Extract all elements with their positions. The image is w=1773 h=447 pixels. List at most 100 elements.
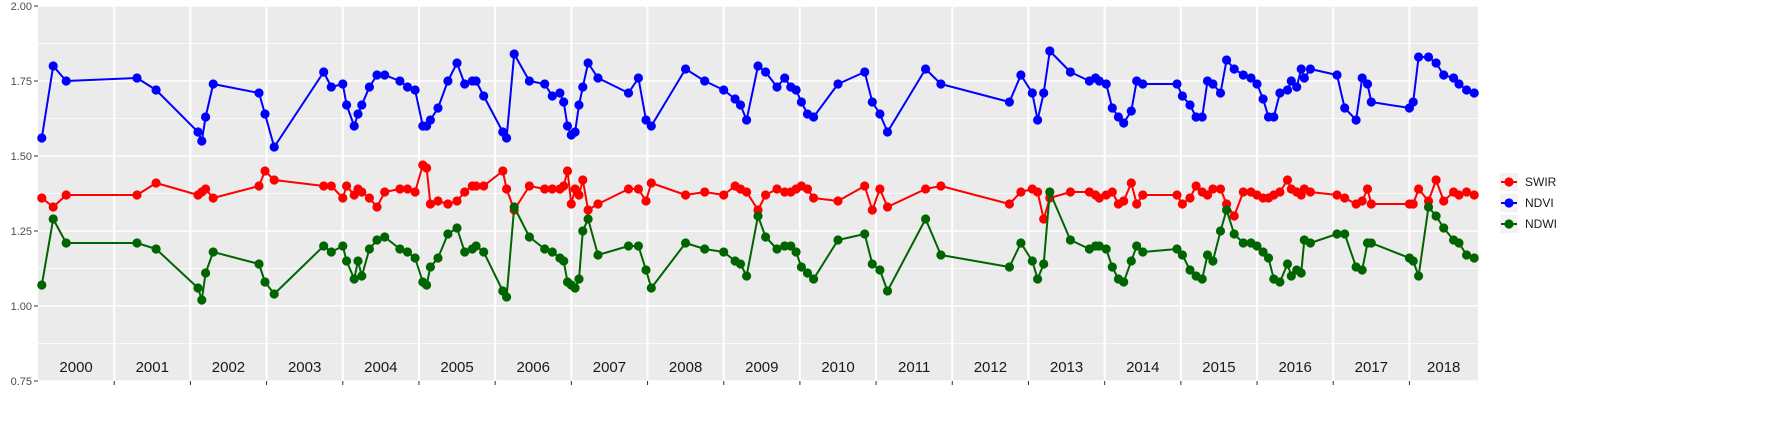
year-label-2014: 2014 xyxy=(1126,359,1159,376)
data-point-swir xyxy=(338,193,348,203)
data-point-ndwi xyxy=(559,256,569,266)
data-point-swir xyxy=(433,196,443,206)
data-point-ndwi xyxy=(1229,229,1239,239)
data-point-swir xyxy=(1362,184,1373,194)
data-point-ndwi xyxy=(1119,277,1129,287)
data-point-ndwi xyxy=(809,274,819,284)
data-point-ndwi xyxy=(1132,241,1142,251)
data-point-swir xyxy=(1305,187,1315,197)
year-label-2003: 2003 xyxy=(288,359,321,376)
data-point-ndvi xyxy=(1126,106,1136,116)
data-point-ndvi xyxy=(326,82,336,92)
year-label-2011: 2011 xyxy=(898,359,930,376)
data-point-ndvi xyxy=(1332,70,1342,80)
data-point-ndwi xyxy=(1208,256,1218,266)
data-point-ndvi xyxy=(1439,70,1449,80)
data-point-swir xyxy=(809,193,819,203)
data-point-swir xyxy=(719,190,729,200)
data-point-ndwi xyxy=(433,253,443,263)
legend-item-ndvi: NDVI xyxy=(1500,194,1554,212)
data-point-ndwi xyxy=(570,283,580,293)
data-point-ndwi xyxy=(1126,256,1136,266)
data-point-swir xyxy=(1366,199,1376,209)
data-point-ndvi xyxy=(555,88,565,98)
data-point-swir xyxy=(1004,199,1015,209)
data-point-swir xyxy=(357,187,367,197)
data-point-swir xyxy=(425,199,435,209)
data-point-ndvi xyxy=(719,85,729,95)
data-point-ndwi xyxy=(735,259,746,269)
y-tick-label: 2.00 xyxy=(11,1,32,13)
y-axis: 0.75 1.00 1.25 1.50 1.75 2.00 xyxy=(11,1,38,388)
data-point-swir xyxy=(547,184,557,194)
grid-lines xyxy=(38,5,1478,382)
data-point-swir xyxy=(833,196,843,206)
data-point-swir xyxy=(410,187,420,197)
data-point-ndwi xyxy=(867,259,877,269)
data-point-ndvi xyxy=(193,127,203,137)
data-point-ndwi xyxy=(269,289,279,299)
data-point-ndvi xyxy=(547,91,557,101)
data-point-ndvi xyxy=(735,100,746,110)
data-point-ndvi xyxy=(562,121,573,131)
data-point-ndvi xyxy=(882,127,893,137)
data-point-ndwi xyxy=(719,247,729,257)
data-point-swir xyxy=(1332,190,1342,200)
data-point-ndwi xyxy=(524,232,535,242)
data-point-swir xyxy=(1107,187,1117,197)
data-point-ndvi xyxy=(860,67,870,77)
data-point-ndwi xyxy=(193,283,203,293)
data-point-swir xyxy=(646,178,656,188)
data-point-swir xyxy=(1454,190,1464,200)
data-point-swir xyxy=(1238,187,1248,197)
data-point-ndwi xyxy=(422,280,432,290)
data-point-swir xyxy=(61,190,71,200)
data-point-ndvi xyxy=(433,103,443,113)
data-point-ndwi xyxy=(1177,250,1187,260)
data-point-ndvi xyxy=(1177,91,1187,101)
y-tick-label: 1.25 xyxy=(11,226,32,238)
data-point-ndwi xyxy=(1469,253,1479,263)
year-label-2018: 2018 xyxy=(1427,359,1460,376)
data-point-ndwi xyxy=(882,286,893,296)
data-point-ndvi xyxy=(833,79,843,89)
data-point-ndvi xyxy=(1065,67,1075,77)
data-point-swir xyxy=(1462,187,1472,197)
data-point-ndwi xyxy=(319,241,329,251)
data-point-ndwi xyxy=(921,214,931,224)
data-point-ndvi xyxy=(1004,97,1015,107)
data-point-swir xyxy=(1357,196,1367,206)
data-point-swir xyxy=(574,190,584,200)
series-layer xyxy=(37,46,1479,305)
data-point-ndvi xyxy=(452,58,462,68)
data-point-swir xyxy=(700,187,710,197)
data-point-swir xyxy=(1469,190,1479,200)
data-point-swir xyxy=(1172,190,1182,200)
data-point-ndvi xyxy=(1113,112,1123,122)
data-point-ndvi xyxy=(402,82,413,92)
data-point-ndvi xyxy=(1197,112,1207,122)
data-point-ndvi xyxy=(1033,115,1043,125)
data-point-ndvi xyxy=(641,115,651,125)
data-point-swir xyxy=(1208,184,1218,194)
data-point-ndvi xyxy=(132,73,142,83)
data-point-swir xyxy=(1094,193,1104,203)
data-point-ndwi xyxy=(860,229,870,239)
data-point-ndwi xyxy=(61,238,71,248)
data-point-ndvi xyxy=(1229,64,1239,74)
data-point-swir xyxy=(1138,190,1148,200)
data-point-swir xyxy=(1191,181,1201,191)
data-point-swir xyxy=(1215,184,1226,194)
data-point-ndvi xyxy=(921,64,931,74)
data-point-ndwi xyxy=(1431,211,1441,221)
data-point-swir xyxy=(1275,187,1285,197)
year-label-2004: 2004 xyxy=(364,359,397,376)
legend: SWIR NDVI NDWI xyxy=(1500,173,1557,233)
legend-key-point xyxy=(1504,198,1514,208)
data-point-ndvi xyxy=(936,79,946,89)
year-label-2010: 2010 xyxy=(821,359,854,376)
data-point-ndvi xyxy=(1296,64,1306,74)
data-point-ndwi xyxy=(1094,241,1104,251)
data-point-ndwi xyxy=(1454,238,1464,248)
year-label-2006: 2006 xyxy=(517,359,550,376)
